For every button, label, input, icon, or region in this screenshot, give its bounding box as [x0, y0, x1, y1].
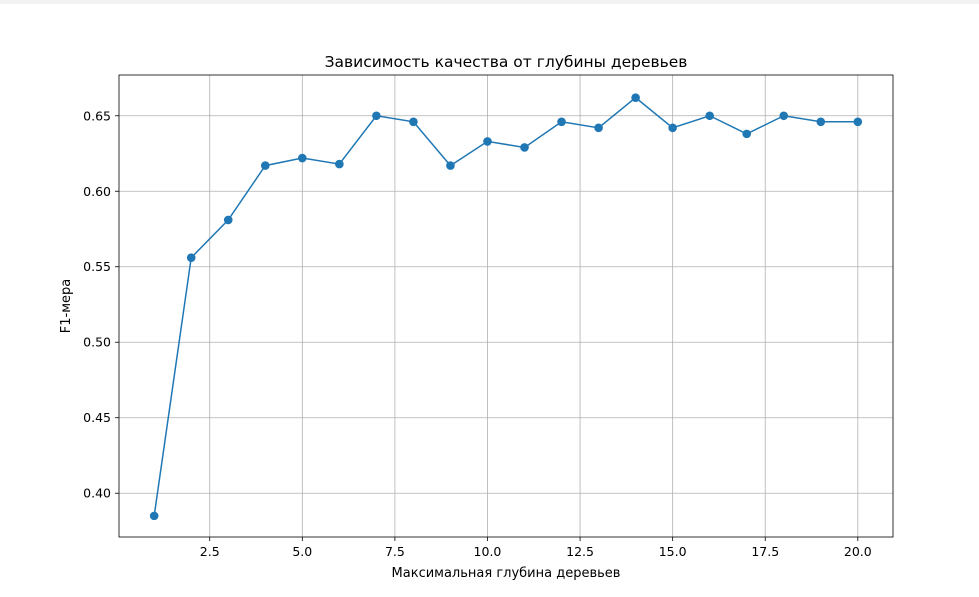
x-tick-label: 10.0: [474, 544, 502, 559]
data-point: [335, 159, 344, 169]
plot-area-frame: [118, 74, 894, 538]
data-point: [446, 161, 455, 170]
y-axis-label: F1-мера: [59, 279, 74, 333]
data-point: [223, 215, 233, 225]
x-tick-label: 12.5: [566, 544, 594, 559]
data-point: [149, 511, 159, 521]
x-tick-label: 2.5: [200, 544, 220, 559]
data-point: [853, 117, 863, 127]
data-point: [742, 129, 752, 139]
ticks-layer: 2.5 5.0 7.5 10.0 12.5 15.0 17.5 20.0 0.40 0.45 0.5…: [83, 108, 872, 559]
data-point: [705, 111, 714, 121]
data-point: [260, 161, 270, 170]
data-point: [186, 253, 196, 262]
x-tick-label: 20.0: [844, 544, 872, 559]
data-point: [631, 93, 640, 102]
y-tick-label: 0.45: [83, 410, 111, 425]
data-point: [594, 123, 603, 133]
x-tick-label: 7.5: [385, 544, 405, 559]
data-point: [668, 123, 677, 133]
data-point: [557, 117, 566, 127]
x-axis-label: Максимальная глубина деревьев: [392, 566, 621, 581]
y-tick-label: 0.65: [83, 108, 111, 123]
y-tick-label: 0.40: [83, 486, 111, 501]
x-tick-label: 17.5: [751, 544, 779, 559]
data-point: [779, 111, 789, 121]
data-point: [298, 153, 307, 163]
series-line: [153, 96, 858, 516]
data-point: [816, 117, 826, 127]
data-point: [520, 143, 529, 152]
window-top-strip: [0, 0, 979, 4]
data-point: [372, 111, 381, 121]
series-layer: [149, 93, 863, 521]
data-point: [483, 137, 492, 146]
x-tick-label: 15.0: [659, 544, 687, 559]
data-point: [409, 117, 418, 127]
y-tick-label: 0.60: [83, 184, 111, 199]
y-tick-label: 0.50: [83, 335, 111, 350]
chart-title: Зависимость качества от глубины деревьев: [325, 53, 688, 71]
x-tick-label: 5.0: [292, 544, 312, 559]
y-tick-label: 0.55: [83, 259, 111, 274]
